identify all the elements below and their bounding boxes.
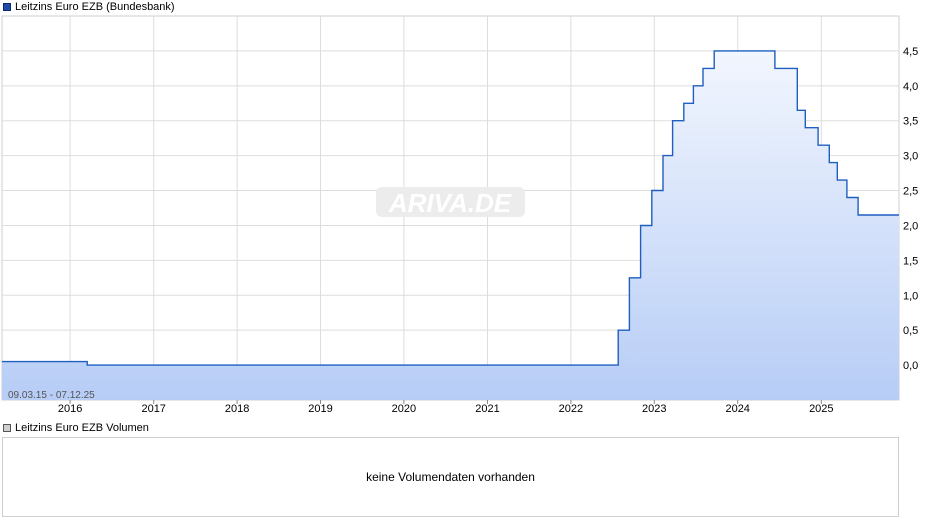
volume-empty-message: keine Volumendaten vorhanden xyxy=(366,470,535,484)
y-tick-label: 2,0 xyxy=(903,220,918,232)
svg-text:ARIVA.DE: ARIVA.DE xyxy=(388,188,512,218)
x-tick-label: 2019 xyxy=(308,403,332,415)
x-tick-label: 2018 xyxy=(225,403,249,415)
x-tick-label: 2020 xyxy=(392,403,416,415)
y-tick-label: 0,0 xyxy=(903,360,918,372)
legend-volume-label: Leitzins Euro EZB Volumen xyxy=(15,422,149,434)
x-tick-label: 2024 xyxy=(725,403,749,415)
rate-chart: ARIVA.DE 0,00,51,01,52,02,53,03,54,04,5 … xyxy=(1,15,918,415)
x-tick-label: 2021 xyxy=(475,403,499,415)
rate-line xyxy=(2,50,899,366)
y-tick-label: 2,5 xyxy=(903,186,918,198)
chart-legend-main: Leitzins Euro EZB (Bundesbank) xyxy=(3,0,175,14)
x-tick-label: 2016 xyxy=(58,403,82,415)
volume-panel: keine Volumendaten vorhanden xyxy=(2,437,899,517)
y-tick-label: 3,5 xyxy=(903,116,918,128)
y-axis-labels: 0,0 0,5 1,0 1,5 2,0 2,5 3,0 3,5 4,0 4,5 xyxy=(903,46,918,372)
chart-legend-volume: Leitzins Euro EZB Volumen xyxy=(3,421,149,435)
y-tick-label: 1,5 xyxy=(903,255,918,267)
y-tick-label: 3,0 xyxy=(903,151,918,163)
y-tick-label: 1,0 xyxy=(903,290,918,302)
x-tick-label: 2022 xyxy=(559,403,583,415)
x-tick-label: 2017 xyxy=(141,403,165,415)
date-range-label: 09.03.15 - 07.12.25 xyxy=(8,390,95,401)
y-tick-label: 4,5 xyxy=(903,46,918,58)
y-tick-label: 4,0 xyxy=(903,81,918,93)
x-axis-labels: 2016 2017 2018 2019 2020 2021 2022 2023 2024 2025 xyxy=(58,403,834,415)
x-tick-label: 2025 xyxy=(809,403,833,415)
volume-swatch xyxy=(3,424,11,432)
y-tick-label: 0,5 xyxy=(903,325,918,337)
series-swatch xyxy=(3,3,11,11)
watermark: ARIVA.DE xyxy=(376,187,525,218)
x-tick-label: 2023 xyxy=(642,403,666,415)
rate-area xyxy=(2,50,899,401)
legend-label: Leitzins Euro EZB (Bundesbank) xyxy=(15,1,175,13)
